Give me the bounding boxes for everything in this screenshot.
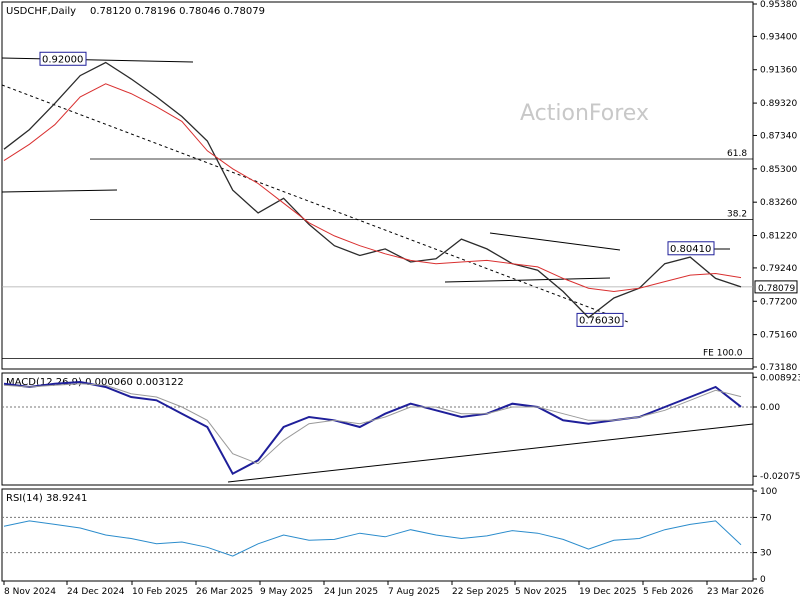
y-tick-label: 0.81220 xyxy=(760,232,797,242)
y-tick-label: 0.83260 xyxy=(760,198,797,208)
rsi-title: RSI(14) 38.9241 xyxy=(6,493,87,504)
x-tick-label: 23 Mar 2026 xyxy=(707,587,764,597)
x-tick-label: 24 Jun 2025 xyxy=(324,587,378,597)
x-tick-label: 8 Nov 2024 xyxy=(4,587,56,597)
fib-level-label: FE 100.0 xyxy=(703,348,743,358)
y-tick-label: 0.93400 xyxy=(760,32,797,42)
y-tick-label: 0.87340 xyxy=(760,131,797,141)
series-line xyxy=(3,383,742,465)
price-title: USDCHF,Daily xyxy=(6,6,76,17)
fib-level-label: 38.2 xyxy=(727,210,747,220)
x-tick-label: 7 Aug 2025 xyxy=(388,587,440,597)
ohlc-label: 0.78120 0.78196 0.78046 0.78079 xyxy=(90,6,265,17)
y-tick-label: 0.75160 xyxy=(760,331,797,341)
y-tick-label: 0.79240 xyxy=(760,264,797,274)
y-tick-label: 70 xyxy=(760,513,772,523)
y-tick-label: 0.77200 xyxy=(760,297,797,307)
series-line xyxy=(3,520,742,557)
price-annotation-box xyxy=(576,312,624,327)
last-price-box xyxy=(754,280,798,294)
price-panel xyxy=(1,1,754,370)
macd-trendline xyxy=(227,423,754,483)
price-annotation-label: 0.92000 xyxy=(42,54,83,65)
series-line xyxy=(3,61,742,319)
y-tick-label: 30 xyxy=(760,549,772,559)
y-tick-label: 0.00 xyxy=(760,403,780,413)
y-tick-label: -0.020759 xyxy=(760,472,800,482)
x-tick-label: 5 Nov 2025 xyxy=(515,587,567,597)
x-tick-label: 26 Mar 2025 xyxy=(196,587,253,597)
watermark: ActionForex xyxy=(520,101,649,126)
y-tick-label: 0 xyxy=(760,575,766,585)
horizontal-line-left xyxy=(1,189,118,193)
x-tick-label: 9 May 2025 xyxy=(260,587,313,597)
y-tick-label: 0.91360 xyxy=(760,66,797,76)
price-annotation-box xyxy=(667,241,715,256)
macd-panel xyxy=(1,372,754,486)
y-tick-label: 0.85300 xyxy=(760,165,797,175)
fib-level-label: 61.8 xyxy=(727,149,747,159)
price-annotation-label: 0.76030 xyxy=(579,315,620,326)
x-tick-label: 10 Feb 2025 xyxy=(132,587,188,597)
y-tick-label: 0.89320 xyxy=(760,99,797,109)
x-tick-label: 5 Feb 2026 xyxy=(643,587,694,597)
channel-lower xyxy=(444,277,611,283)
series-line xyxy=(3,83,742,293)
price-annotation-label: 0.80410 xyxy=(670,244,711,255)
rsi-panel xyxy=(1,488,754,582)
macd-title: MACD(12,26,9) 0.000060 0.003122 xyxy=(6,377,184,388)
y-tick-label: 0.008923 xyxy=(760,373,800,383)
x-tick-label: 24 Dec 2024 xyxy=(67,587,125,597)
resistance-line-top xyxy=(1,57,194,63)
y-tick-label: 100 xyxy=(760,487,777,497)
y-tick-label: 0.95380 xyxy=(760,0,797,10)
channel-upper xyxy=(489,232,621,251)
x-tick-label: 19 Dec 2025 xyxy=(579,587,637,597)
x-tick-label: 22 Sep 2025 xyxy=(452,587,509,597)
price-annotation-box xyxy=(39,51,87,66)
y-tick-label: 0.73180 xyxy=(760,363,797,373)
last-price-label: 0.78079 xyxy=(758,284,795,294)
